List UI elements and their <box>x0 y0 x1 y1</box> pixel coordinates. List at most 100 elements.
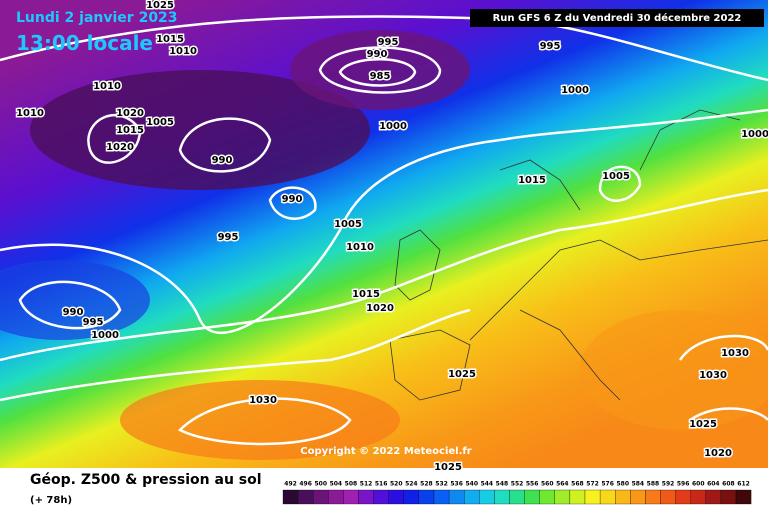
colorbar-swatch <box>705 489 722 505</box>
isobar-label: 990 <box>212 155 233 166</box>
colorbar-tick-label: 572 <box>586 481 599 488</box>
colorbar-swatch <box>615 489 631 505</box>
isobar-label: 1020 <box>366 303 394 314</box>
colorbar-tick-label: 560 <box>541 481 554 488</box>
colorbar-swatch <box>660 489 676 505</box>
colorbar-tick-label: 496 <box>299 481 312 488</box>
colorbar-swatch <box>524 489 540 505</box>
colorbar-tick-label: 512 <box>360 481 373 488</box>
colorbar-swatch <box>313 489 329 505</box>
colorbar-tick-label: 604 <box>707 481 720 488</box>
isobar-label: 1020 <box>704 448 732 459</box>
isobar-label: 1025 <box>448 369 476 380</box>
colorbar-tick-label: 556 <box>526 481 539 488</box>
isobar-label: 1015 <box>518 175 546 186</box>
colorbar-swatch <box>735 489 752 505</box>
run-info: Run GFS 6 Z du Vendredi 30 décembre 2022 <box>493 12 742 24</box>
footer-title: Géop. Z500 & pression au sol <box>30 472 262 488</box>
high-core <box>580 310 768 430</box>
colorbar-tick-label: 608 <box>722 481 735 488</box>
colorbar-swatch <box>554 489 571 505</box>
isobar-label: 1015 <box>116 125 144 136</box>
colorbar-tick-label: 528 <box>420 481 433 488</box>
colorbar-tick-label: 588 <box>647 481 660 488</box>
colorbar-tick-label: 516 <box>375 481 388 488</box>
forecast-date: Lundi 2 janvier 2023 <box>16 10 178 26</box>
colorbar-tick-label: 576 <box>601 481 614 488</box>
colorbar-swatch <box>297 489 314 505</box>
colorbar-swatch <box>479 489 495 505</box>
colorbar-tick-label: 544 <box>481 481 494 488</box>
colorbar-swatch <box>630 489 646 505</box>
colorbar-swatch <box>690 489 706 505</box>
isobar-label: 1030 <box>249 395 277 406</box>
low-core <box>290 30 470 110</box>
isobar-label: 1005 <box>146 117 174 128</box>
colorbar-tick-label: 520 <box>390 481 403 488</box>
isobar-label: 1020 <box>116 108 144 119</box>
isobar-label: 1025 <box>146 0 174 11</box>
colorbar-tick-label: 564 <box>556 481 569 488</box>
colorbar-swatch <box>509 489 525 505</box>
isobar-label: 1005 <box>334 219 362 230</box>
isobar-label: 995 <box>218 232 239 243</box>
isobar-label: 990 <box>282 194 303 205</box>
colorbar-swatch <box>433 489 450 505</box>
isobar-label: 1000 <box>741 129 768 140</box>
isobar-label: 990 <box>63 307 84 318</box>
isobar-label: 985 <box>370 71 391 82</box>
colorbar-swatch <box>388 489 404 505</box>
isobar-label: 990 <box>367 49 388 60</box>
colorbar-tick-label: 504 <box>330 481 343 488</box>
isobar-label: 1005 <box>602 171 630 182</box>
footer-lead: (+ 78h) <box>30 495 72 506</box>
colorbar-tick-label: 536 <box>450 481 463 488</box>
isobars <box>0 15 768 446</box>
colorbar-swatch <box>343 489 359 505</box>
isobar-label: 1010 <box>16 108 44 119</box>
colorbar-swatch <box>328 489 344 505</box>
isobar-label: 1015 <box>156 34 184 45</box>
colorbar-swatch <box>539 489 555 505</box>
isobar-label: 1010 <box>93 81 121 92</box>
forecast-time: 13:00 locale <box>16 31 153 55</box>
colorbar-tick-label: 568 <box>571 481 584 488</box>
colorbar-swatch <box>645 489 661 505</box>
colorbar-tick-label: 580 <box>616 481 629 488</box>
colorbar-swatch <box>358 489 374 505</box>
colorbar-tick-label: 492 <box>284 481 297 488</box>
colorbar-swatch <box>569 489 586 505</box>
isobar-label: 1015 <box>352 289 380 300</box>
isobar-label: 1025 <box>434 462 462 473</box>
high-core <box>120 380 400 460</box>
isobar-label: 1010 <box>346 242 374 253</box>
isobar-label: 1010 <box>169 46 197 57</box>
colorbar-tick-label: 600 <box>692 481 705 488</box>
isobar-label: 995 <box>378 37 399 48</box>
isobar-label: 1020 <box>106 142 134 153</box>
colorbar-tick-label: 540 <box>465 481 478 488</box>
isobar-label: 1025 <box>689 419 717 430</box>
isobar-label: 1000 <box>561 85 589 96</box>
isobar-label: 1000 <box>91 330 119 341</box>
colorbar-swatch <box>418 489 435 505</box>
colorbar-tick-label: 612 <box>737 481 750 488</box>
colorbar-tick-label: 596 <box>677 481 690 488</box>
colorbar-swatch <box>464 489 480 505</box>
run-banner <box>470 9 764 27</box>
isobar-label: 1000 <box>379 121 407 132</box>
isobar-label: 995 <box>83 317 104 328</box>
colorbar-tick-label: 584 <box>632 481 645 488</box>
colorbar-swatch <box>720 489 737 505</box>
colorbar: 492 496 500 504 508 512 516 520 524 528 532 536 540 5… <box>282 481 752 505</box>
colorbar-tick-label: 548 <box>496 481 509 488</box>
colorbar-tick-label: 552 <box>511 481 524 488</box>
colorbar-swatch <box>448 489 465 505</box>
colorbar-swatch <box>599 489 616 505</box>
isobar-label: 1030 <box>721 348 749 359</box>
colorbar-swatch <box>403 489 420 505</box>
colorbar-swatch <box>494 489 510 505</box>
